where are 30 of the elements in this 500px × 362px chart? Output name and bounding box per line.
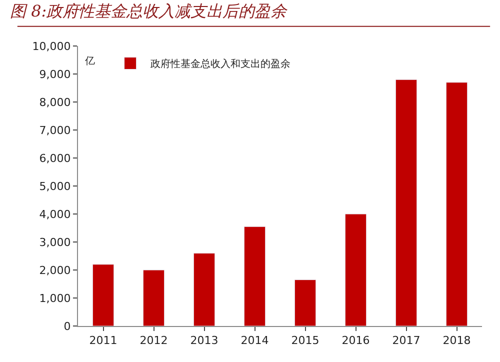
y-tick-label: 3,000 — [39, 236, 71, 249]
x-tick-label: 2011 — [89, 334, 118, 348]
x-tick-label: 2015 — [291, 334, 320, 348]
y-axis-title: 亿 — [84, 56, 95, 67]
y-tick-label: 10,000 — [32, 40, 71, 53]
bar — [193, 252, 216, 326]
y-tick-label: 5,000 — [39, 180, 71, 193]
x-tick-label: 2012 — [140, 334, 168, 348]
y-tick-label: 9,000 — [39, 68, 71, 81]
legend-label: 政府性基金总收入和支出的盈余 — [150, 58, 290, 70]
bar — [142, 270, 165, 326]
bar — [395, 79, 418, 326]
y-tick-label: 4,000 — [39, 208, 71, 221]
y-tick-label: 7,000 — [39, 124, 71, 137]
y-tick-label: 0 — [64, 320, 71, 333]
chart-title: 图 8:政府性基金总收入减支出后的盈余 — [10, 2, 289, 21]
y-tick-label: 6,000 — [39, 152, 71, 165]
y-tick-label: 1,000 — [39, 292, 71, 305]
x-tick-label: 2013 — [190, 334, 218, 348]
bar — [446, 82, 468, 326]
x-tick-label: 2017 — [392, 334, 420, 348]
bar — [344, 214, 367, 326]
bar — [294, 280, 316, 326]
y-tick-label: 8,000 — [39, 96, 71, 109]
x-tick-label: 2014 — [240, 334, 269, 348]
x-tick-label: 2018 — [442, 334, 471, 348]
x-tick-label: 2016 — [342, 334, 370, 348]
bar — [244, 226, 266, 326]
bar — [92, 264, 114, 326]
y-tick-label: 2,000 — [39, 264, 71, 277]
